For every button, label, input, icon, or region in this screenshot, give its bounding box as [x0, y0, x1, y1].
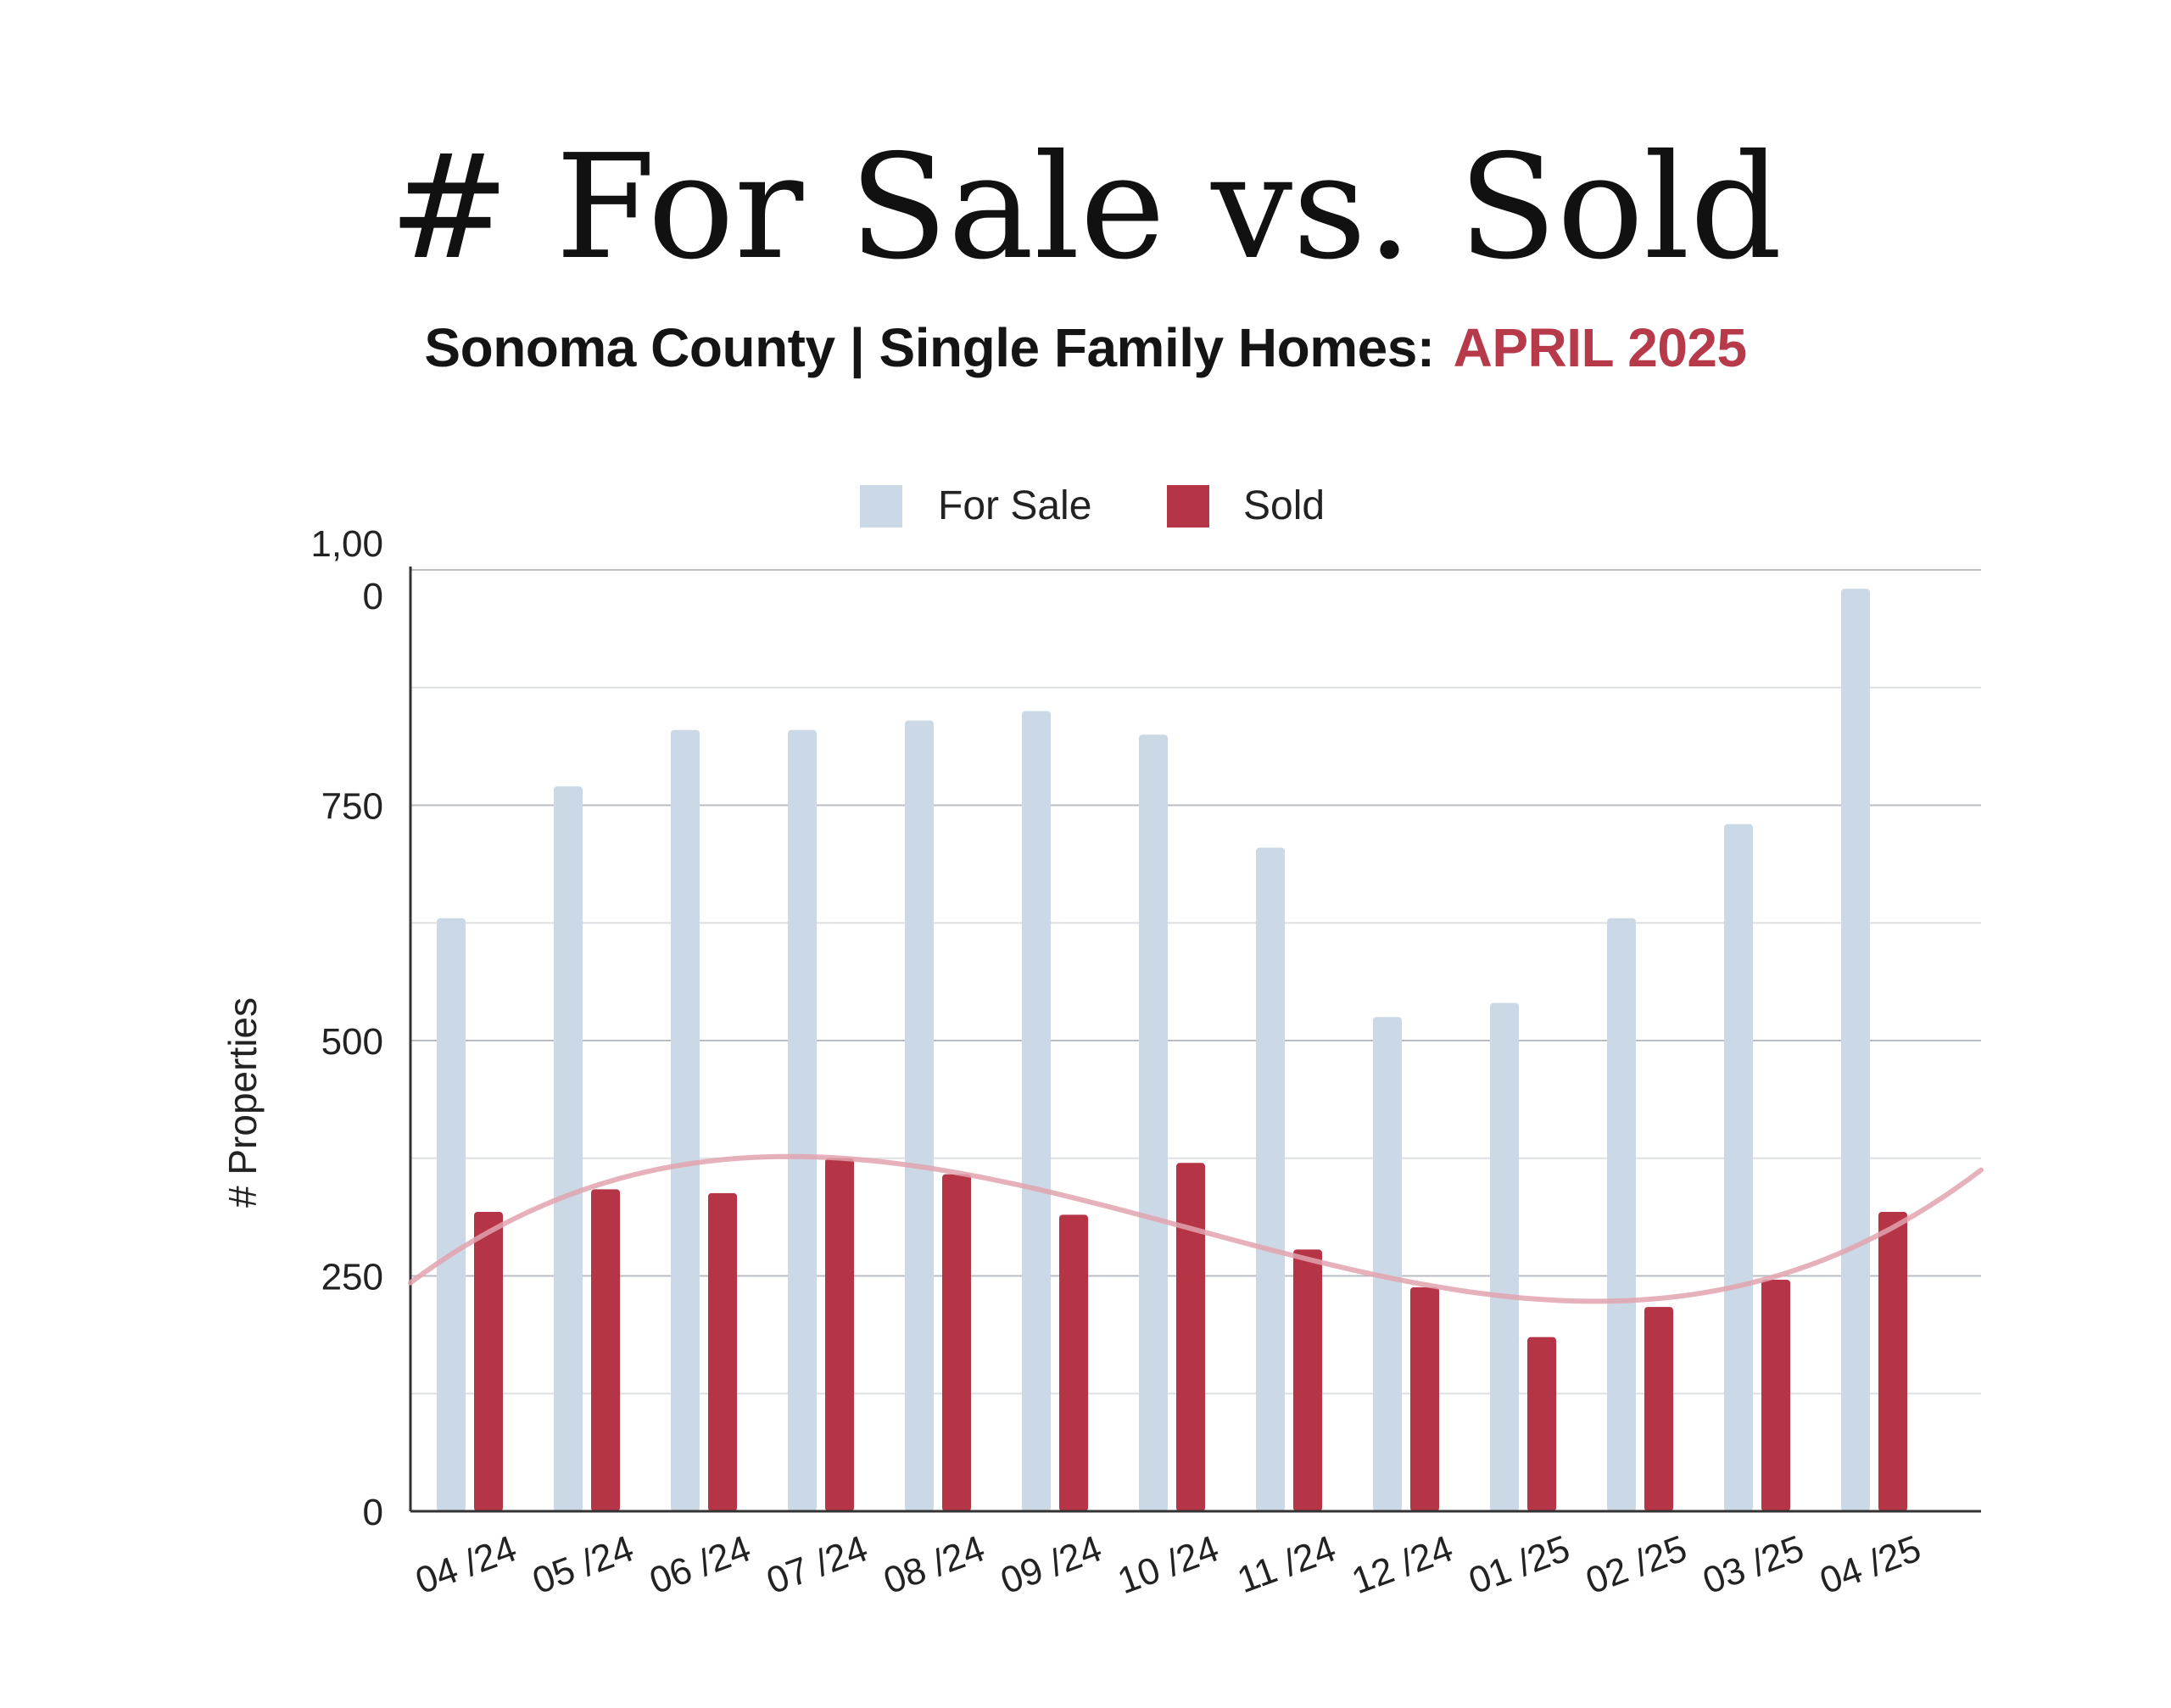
bar-sold [1878, 1212, 1907, 1511]
x-tick-label: 07 /24 [762, 1527, 873, 1602]
bar-sold [1059, 1214, 1088, 1511]
y-tick-label: 0 [363, 1492, 383, 1533]
bar-sold [591, 1189, 620, 1511]
bar-sold [1761, 1279, 1790, 1511]
bar-for-sale [1373, 1017, 1402, 1511]
x-tick-label: 06 /24 [645, 1527, 756, 1602]
chart-subtitle: Sonoma County | Single Family Homes: APRI… [0, 321, 2171, 375]
y-tick-label: 1,00 [310, 523, 383, 565]
chart-title: # For Sale vs. Sold [388, 124, 1783, 292]
sold-trendline [408, 1153, 1984, 1304]
x-tick-label: 04 /24 [410, 1527, 522, 1602]
x-tick-label: 02 /25 [1581, 1527, 1693, 1602]
bar-for-sale [788, 729, 817, 1511]
bar-for-sale [1841, 589, 1870, 1512]
bar-sold [1527, 1337, 1556, 1511]
x-tick-label: 11 /24 [1232, 1527, 1342, 1601]
legend-swatch-sold [1167, 485, 1209, 527]
bar-sold [825, 1158, 854, 1511]
x-tick-label: 09 /24 [996, 1527, 1108, 1602]
legend-label-sold: Sold [1243, 483, 1325, 528]
x-tick-label: 12 /24 [1347, 1527, 1459, 1602]
y-tick-label: 750 [321, 786, 383, 828]
bar-for-sale [1022, 711, 1051, 1511]
bar-sold [942, 1174, 971, 1511]
y-tick-label: 500 [321, 1021, 383, 1063]
bar-sold [1293, 1249, 1322, 1511]
bar-for-sale [554, 786, 583, 1511]
bar-for-sale [1724, 823, 1753, 1511]
y-axis-title: # Properties [220, 997, 265, 1208]
bar-sold [1410, 1287, 1439, 1511]
y-axis: 0 250 500 750 1,00 0 [310, 523, 412, 1533]
bars [437, 589, 1907, 1512]
bar-sold [708, 1192, 737, 1511]
subtitle-date: APRIL 2025 [1453, 317, 1748, 378]
bar-sold [1176, 1163, 1205, 1511]
x-tick-label: 08 /24 [879, 1527, 991, 1602]
bar-for-sale [1139, 734, 1168, 1511]
y-tick-label: 250 [321, 1257, 383, 1298]
x-axis: 04 /24 05 /24 06 /24 07 /24 08 /24 09 /24 10 /… [410, 1510, 1981, 1602]
bar-for-sale [1607, 918, 1636, 1511]
legend-swatch-for-sale [860, 485, 902, 527]
bar-for-sale [905, 720, 934, 1511]
x-tick-label: 03 /25 [1698, 1527, 1810, 1602]
bar-sold [474, 1212, 503, 1511]
legend: For Sale Sold [860, 483, 1325, 528]
legend-label-for-sale: For Sale [938, 483, 1091, 528]
bar-for-sale [1256, 847, 1285, 1511]
bar-for-sale [1490, 1002, 1519, 1511]
x-tick-label: 05 /24 [527, 1527, 639, 1602]
x-tick-label: 10 /24 [1113, 1527, 1225, 1602]
x-tick-label: 04 /25 [1815, 1527, 1927, 1602]
subtitle-region: Sonoma County | Single Family Homes: [424, 317, 1435, 378]
bar-sold [1644, 1307, 1673, 1511]
y-tick-label: 0 [363, 576, 383, 617]
x-tick-label: 01 /25 [1464, 1527, 1576, 1602]
bar-for-sale [671, 729, 700, 1511]
bar-for-sale [437, 918, 466, 1511]
